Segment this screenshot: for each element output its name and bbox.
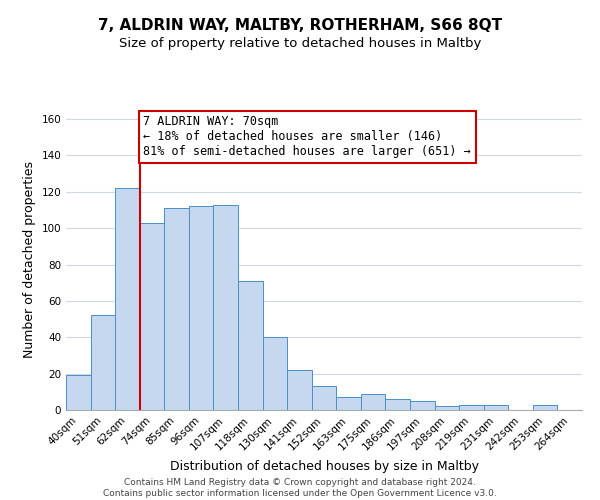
Bar	[140, 222, 164, 410]
Bar	[533, 404, 557, 410]
Bar	[385, 399, 410, 410]
Bar	[91, 316, 115, 410]
Text: 7 ALDRIN WAY: 70sqm
← 18% of detached houses are smaller (146)
81% of semi-detac: 7 ALDRIN WAY: 70sqm ← 18% of detached ho…	[143, 116, 471, 158]
Text: 7, ALDRIN WAY, MALTBY, ROTHERHAM, S66 8QT: 7, ALDRIN WAY, MALTBY, ROTHERHAM, S66 8Q…	[98, 18, 502, 32]
Bar	[238, 281, 263, 410]
Bar	[410, 401, 434, 410]
Text: Contains HM Land Registry data © Crown copyright and database right 2024.
Contai: Contains HM Land Registry data © Crown c…	[103, 478, 497, 498]
Bar	[214, 204, 238, 410]
Bar	[459, 404, 484, 410]
Bar	[115, 188, 140, 410]
Bar	[434, 406, 459, 410]
Bar	[164, 208, 189, 410]
Bar	[189, 206, 214, 410]
Y-axis label: Number of detached properties: Number of detached properties	[23, 162, 36, 358]
Bar	[287, 370, 312, 410]
Bar	[312, 386, 336, 410]
Bar	[361, 394, 385, 410]
Bar	[336, 398, 361, 410]
Bar	[263, 338, 287, 410]
Bar	[66, 376, 91, 410]
X-axis label: Distribution of detached houses by size in Maltby: Distribution of detached houses by size …	[170, 460, 479, 473]
Text: Size of property relative to detached houses in Maltby: Size of property relative to detached ho…	[119, 38, 481, 51]
Bar	[484, 404, 508, 410]
